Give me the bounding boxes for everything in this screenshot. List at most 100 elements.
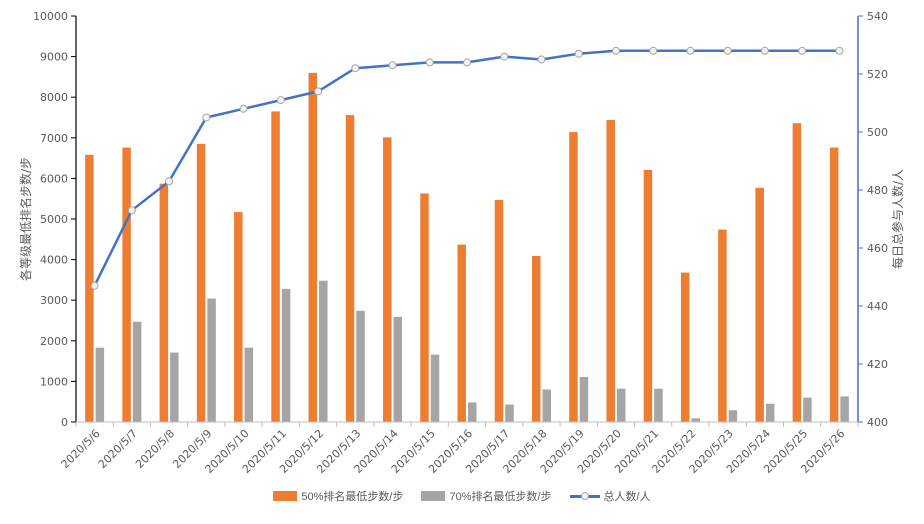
bar-50pct-14 — [569, 132, 578, 422]
bar-70pct-5 — [244, 347, 254, 422]
bar-50pct-21 — [829, 147, 839, 422]
line-point-11 — [463, 58, 471, 67]
bar-50pct-8 — [345, 115, 355, 423]
y-tick-label-2000: 2000 — [40, 335, 68, 348]
bar-70pct-16 — [654, 388, 663, 422]
bars-layer — [85, 72, 849, 423]
bar-50pct-12 — [494, 199, 504, 422]
bar-50pct-20 — [792, 123, 802, 423]
y-tick-label-6000: 6000 — [40, 172, 68, 185]
line-point-4 — [202, 113, 211, 122]
line-point-6 — [276, 96, 285, 105]
bar-70pct-2 — [132, 321, 142, 422]
bar-70pct-13 — [542, 389, 551, 422]
legend-label-series-3: 总人数/人 — [603, 491, 651, 503]
bar-50pct-7 — [308, 72, 318, 422]
y-tick-label-4000: 4000 — [40, 254, 68, 267]
y2-tick-label-520: 520 — [867, 68, 888, 81]
bar-50pct-1 — [85, 154, 94, 423]
bar-50pct-19 — [755, 187, 764, 422]
line-point-7 — [314, 87, 323, 96]
line-point-2 — [127, 206, 136, 215]
bar-70pct-8 — [356, 310, 365, 422]
y-tick-label-5000: 5000 — [40, 213, 68, 226]
bar-50pct-9 — [383, 137, 392, 423]
bar-50pct-6 — [271, 111, 280, 422]
line-point-21 — [835, 46, 844, 55]
line-point-20 — [798, 46, 807, 55]
line-point-13 — [537, 55, 546, 64]
bar-70pct-6 — [281, 288, 291, 422]
legend-item-series-3: 总人数/人 — [569, 488, 651, 504]
line-point-9 — [388, 61, 397, 70]
x-tick-label-3: 2020/5/8 — [133, 427, 177, 471]
legend-item-series-2: 70%排名最低步数/步 — [421, 488, 552, 504]
bar-70pct-14 — [579, 376, 589, 422]
bar-50pct-3 — [159, 183, 169, 422]
line-point-8 — [351, 64, 360, 73]
line-point-19 — [760, 46, 769, 55]
bar-70pct-9 — [393, 316, 403, 422]
bar-50pct-15 — [606, 119, 615, 422]
legend-label-series-2: 70%排名最低步数/步 — [449, 491, 552, 503]
y-tick-label-3000: 3000 — [40, 294, 68, 307]
x-tick-label-1: 2020/5/6 — [59, 427, 103, 471]
bar-50pct-18 — [718, 229, 727, 422]
bar-50pct-10 — [420, 193, 429, 422]
bar-70pct-1 — [95, 347, 105, 422]
y2-tick-label-480: 480 — [867, 184, 888, 197]
bar-50pct-11 — [457, 244, 466, 422]
y-tick-label-8000: 8000 — [40, 91, 68, 104]
bar-50pct-5 — [234, 212, 243, 422]
y2-tick-label-400: 400 — [867, 416, 888, 429]
line-point-3 — [165, 177, 174, 186]
y-tick-label-7000: 7000 — [40, 132, 68, 145]
legend-swatch-orange — [273, 491, 298, 501]
y-tick-label-10000: 10000 — [33, 10, 68, 23]
bar-70pct-3 — [170, 352, 179, 422]
legend-swatch-line — [569, 491, 600, 501]
y2-tick-label-540: 540 — [867, 10, 888, 23]
bar-50pct-4 — [196, 143, 206, 422]
bar-70pct-17 — [691, 418, 700, 422]
line-point-17 — [686, 46, 695, 55]
axes-layer — [71, 15, 863, 427]
legend-item-series-1: 50%排名最低步数/步 — [273, 488, 403, 504]
bar-70pct-20 — [803, 397, 812, 422]
bar-50pct-17 — [680, 272, 690, 422]
y2-tick-label-440: 440 — [867, 300, 888, 313]
bar-70pct-12 — [505, 404, 514, 422]
legend: 50%排名最低步数/步 70%排名最低步数/步 总人数/人 — [0, 488, 924, 504]
line-point-12 — [500, 52, 509, 61]
bar-70pct-21 — [840, 396, 849, 422]
legend-swatch-gray — [421, 491, 446, 501]
bar-50pct-16 — [643, 169, 653, 422]
bar-70pct-7 — [319, 280, 328, 422]
line-point-5 — [239, 104, 248, 113]
bar-70pct-4 — [207, 298, 216, 422]
line-layer — [90, 46, 844, 290]
bar-50pct-2 — [122, 147, 131, 422]
bar-50pct-13 — [531, 255, 541, 422]
bar-70pct-18 — [728, 410, 738, 422]
x-tick-label-2: 2020/5/7 — [96, 427, 140, 471]
y2-tick-label-420: 420 — [867, 358, 888, 371]
y2-tick-label-500: 500 — [867, 126, 888, 139]
legend-label-series-1: 50%排名最低步数/步 — [301, 491, 404, 503]
y2-tick-label-460: 460 — [867, 242, 888, 255]
y-axis-title: 各等级最低排名步数/步 — [18, 157, 33, 281]
total-people-line — [93, 49, 840, 287]
y-tick-label-9000: 9000 — [40, 51, 68, 64]
bar-70pct-19 — [765, 403, 775, 422]
bar-70pct-11 — [468, 402, 477, 422]
bar-70pct-10 — [430, 354, 440, 422]
line-point-14 — [574, 49, 583, 58]
line-point-10 — [425, 58, 434, 67]
y-tick-label-1000: 1000 — [40, 375, 68, 388]
line-point-18 — [723, 46, 732, 55]
bar-70pct-15 — [616, 388, 626, 422]
y2-axis-title: 每日总参与人数/人 — [890, 169, 905, 269]
line-point-15 — [611, 46, 620, 55]
